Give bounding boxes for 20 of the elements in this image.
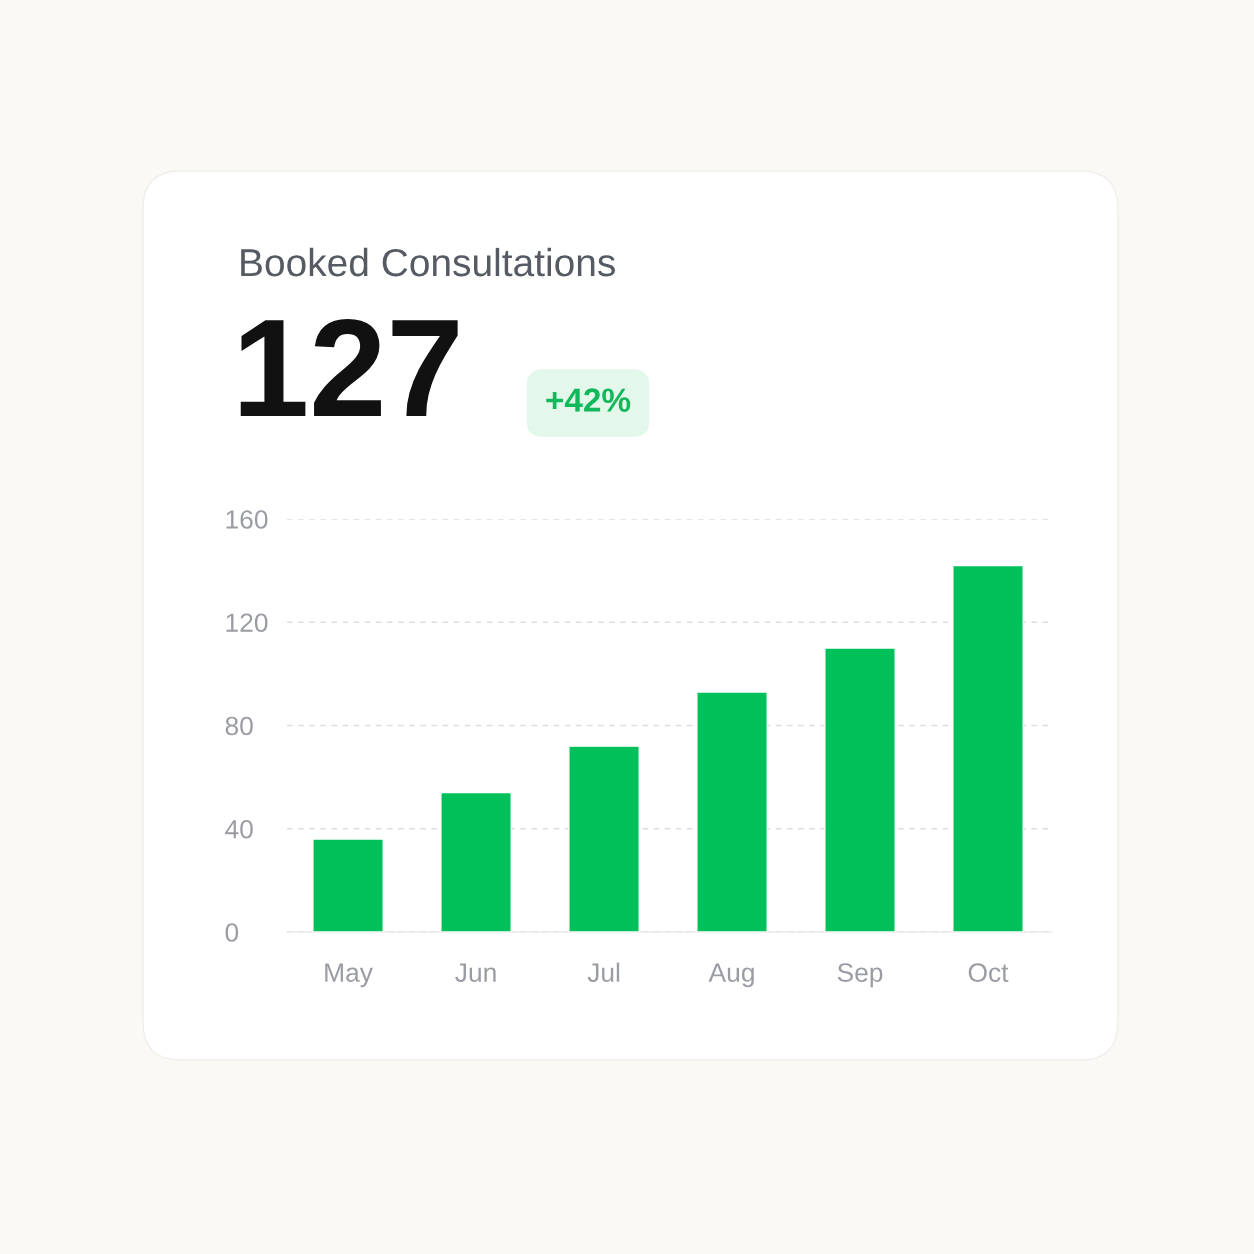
- bar: [696, 691, 768, 932]
- chart-title: Booked Consultations: [241, 247, 615, 277]
- bar: [568, 745, 640, 932]
- x-tick-label: Aug: [708, 963, 754, 988]
- bar: [440, 791, 512, 932]
- x-tick-label: May: [325, 963, 373, 988]
- y-tick-label: 40: [225, 819, 253, 839]
- x-tick-label: Jun: [455, 963, 496, 982]
- x-tick-label: Oct: [968, 963, 1009, 982]
- text: +42%: [546, 388, 631, 412]
- x-tick-label: Jul: [587, 962, 620, 982]
- bar: [952, 564, 1024, 932]
- y-tick-label: 80: [225, 716, 253, 736]
- bar: [824, 647, 896, 932]
- y-tick-label: 120: [226, 613, 268, 633]
- x-tick-label: Sep: [837, 963, 883, 988]
- text: 127: [240, 318, 458, 416]
- y-tick-label: 160: [226, 510, 268, 529]
- bar: [312, 838, 384, 932]
- y-tick-label: 0: [225, 923, 239, 942]
